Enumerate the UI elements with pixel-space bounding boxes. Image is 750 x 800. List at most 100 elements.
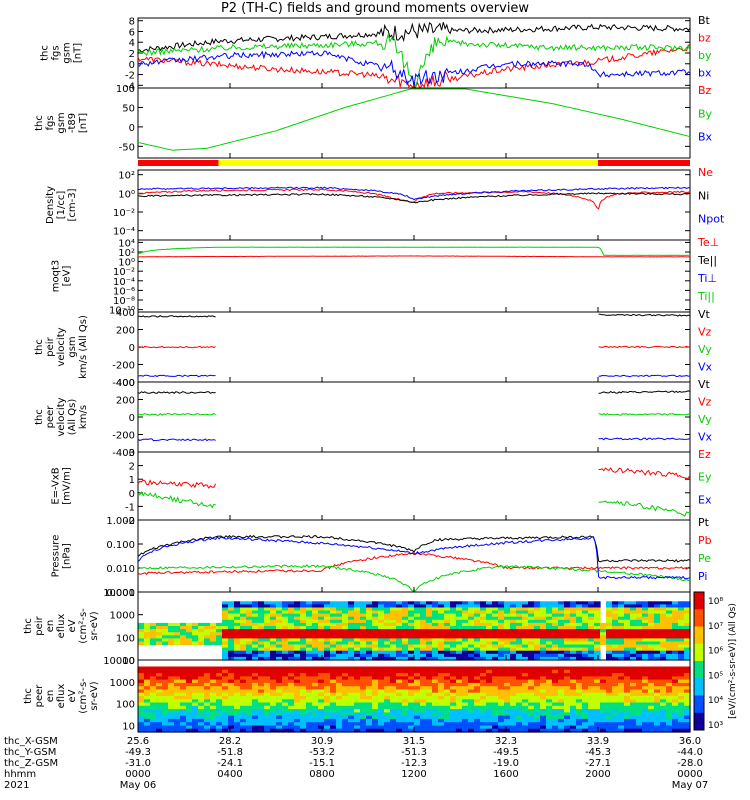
y-tick-label: 50	[122, 103, 135, 114]
spectrogram-cells	[138, 666, 691, 733]
y-axis-label: km/s (All Qs)	[78, 315, 89, 379]
x-axis-value: 36.0	[679, 736, 701, 747]
y-axis-label: thc	[34, 339, 45, 355]
y-axis-label: thc	[23, 688, 34, 704]
y-axis-label: en	[45, 690, 56, 703]
legend-label: Te||	[697, 254, 717, 267]
y-axis-label: -t89	[67, 113, 78, 133]
x-axis-value: 25.6	[127, 736, 149, 747]
y-axis-label: peir	[34, 615, 45, 635]
y-axis-label: fgs	[45, 115, 56, 130]
y-axis-label: gsm	[56, 112, 67, 133]
legend-label: Pi	[698, 570, 707, 583]
y-tick-label: -50	[119, 142, 135, 153]
y-tick-label: -2	[125, 71, 135, 82]
legend-label: Ni	[698, 189, 709, 202]
y-tick-label: 1000	[110, 611, 135, 622]
x-axis-row-label: hhmm	[4, 769, 36, 780]
y-tick-label: 200	[116, 396, 135, 407]
series-line-By	[137, 88, 691, 151]
y-axis-label: sr-eV)	[89, 681, 100, 710]
y-tick-label: 2	[129, 49, 135, 60]
series-line-Npot	[138, 186, 691, 201]
series-line-by	[137, 34, 691, 87]
x-axis-value: -12.3	[401, 758, 427, 769]
series-line-Te⊥	[137, 255, 691, 258]
series-line-Vz	[137, 345, 691, 349]
y-tick-label: 10⁻⁴	[113, 277, 135, 288]
y-axis-label: Pressure	[51, 535, 62, 578]
series-line-Ey	[137, 491, 691, 517]
colorbar-frame	[693, 591, 705, 731]
legend-label: Bz	[698, 84, 712, 97]
y-tick-label: 200	[116, 326, 135, 337]
y-tick-label: 10⁻²	[113, 208, 135, 219]
colorbar-tick-label: 10⁷	[708, 622, 723, 632]
y-tick-label: -200	[112, 431, 135, 442]
x-axis-value: 0400	[217, 769, 242, 780]
y-axis-label: peir	[45, 336, 56, 356]
x-axis-value: 1600	[493, 769, 518, 780]
legend-label: Te⊥	[697, 236, 719, 249]
y-axis-label: gsm	[67, 336, 78, 357]
legend-label: Vt	[698, 378, 711, 391]
y-axis-label: velocity	[56, 327, 67, 366]
x-axis-value: -31.0	[125, 758, 151, 769]
x-axis-value: May 07	[672, 780, 709, 791]
y-tick-label: 10²	[118, 248, 135, 259]
y-tick-label: 0	[129, 489, 135, 500]
x-axis-value: 28.2	[219, 736, 241, 747]
y-tick-label: 10⁰	[118, 189, 135, 200]
colorbar-tick-label: 10⁸	[708, 597, 723, 607]
colorbar-tick-label: 10⁴	[708, 696, 723, 706]
y-tick-label: 10000	[103, 588, 135, 599]
colorbar-tick-label: 10³	[708, 721, 723, 731]
y-tick-label: 10²	[118, 171, 135, 182]
colorbar-segment	[694, 695, 704, 714]
spectrogram-cells	[138, 601, 691, 661]
status-bar-segment	[598, 160, 690, 166]
series-line-Ni	[137, 192, 691, 204]
legend-label: Npot	[698, 213, 725, 226]
y-axis-label: E=-VxB	[51, 467, 62, 504]
y-tick-label: 100	[116, 700, 135, 711]
y-tick-label: 100	[116, 84, 135, 95]
y-axis-label: [nT]	[73, 43, 84, 63]
x-axis-row-label: 2021	[4, 780, 29, 791]
x-axis-value: 33.9	[587, 736, 609, 747]
y-tick-label: 10⁰	[118, 258, 135, 269]
x-axis-value: -45.3	[585, 747, 611, 758]
y-tick-label: -1	[125, 502, 135, 513]
x-axis-value: -28.0	[677, 758, 703, 769]
x-axis-value: 2000	[585, 769, 610, 780]
colorbar-segment	[694, 712, 704, 731]
y-tick-label: 10	[122, 656, 135, 667]
series-line-Pt	[137, 534, 691, 563]
legend-label: Vy	[698, 343, 712, 356]
y-tick-label: 4	[129, 38, 135, 49]
legend-label: Vz	[698, 396, 712, 409]
y-tick-label: 10000	[103, 656, 135, 667]
legend-label: Vx	[698, 361, 713, 374]
legend-label: Pe	[698, 552, 711, 565]
legend-label: By	[698, 107, 713, 120]
legend-label: Ne	[698, 166, 713, 179]
y-tick-label: 1	[129, 475, 135, 486]
x-axis-value: -53.2	[309, 747, 335, 758]
y-tick-label: 400	[116, 378, 135, 389]
y-tick-label: 10⁻¹⁰	[109, 306, 135, 317]
y-tick-label: -400	[112, 448, 135, 459]
colorbar-tick-label: 10⁶	[708, 647, 723, 657]
y-axis-label: eflux	[56, 684, 67, 709]
y-axis-label: (cm²-s-	[78, 608, 89, 644]
y-axis-label: velocity	[56, 397, 67, 436]
y-tick-label: 0	[129, 60, 135, 71]
y-axis-label: [eV]	[62, 266, 73, 287]
y-axis-label: peer	[34, 684, 45, 708]
legend-label: Pt	[698, 516, 710, 529]
y-tick-label: 0	[129, 123, 135, 134]
series-line-Vx	[137, 374, 691, 378]
y-axis-label: en	[45, 620, 56, 633]
y-axis-label: (cm²-s-	[78, 678, 89, 714]
